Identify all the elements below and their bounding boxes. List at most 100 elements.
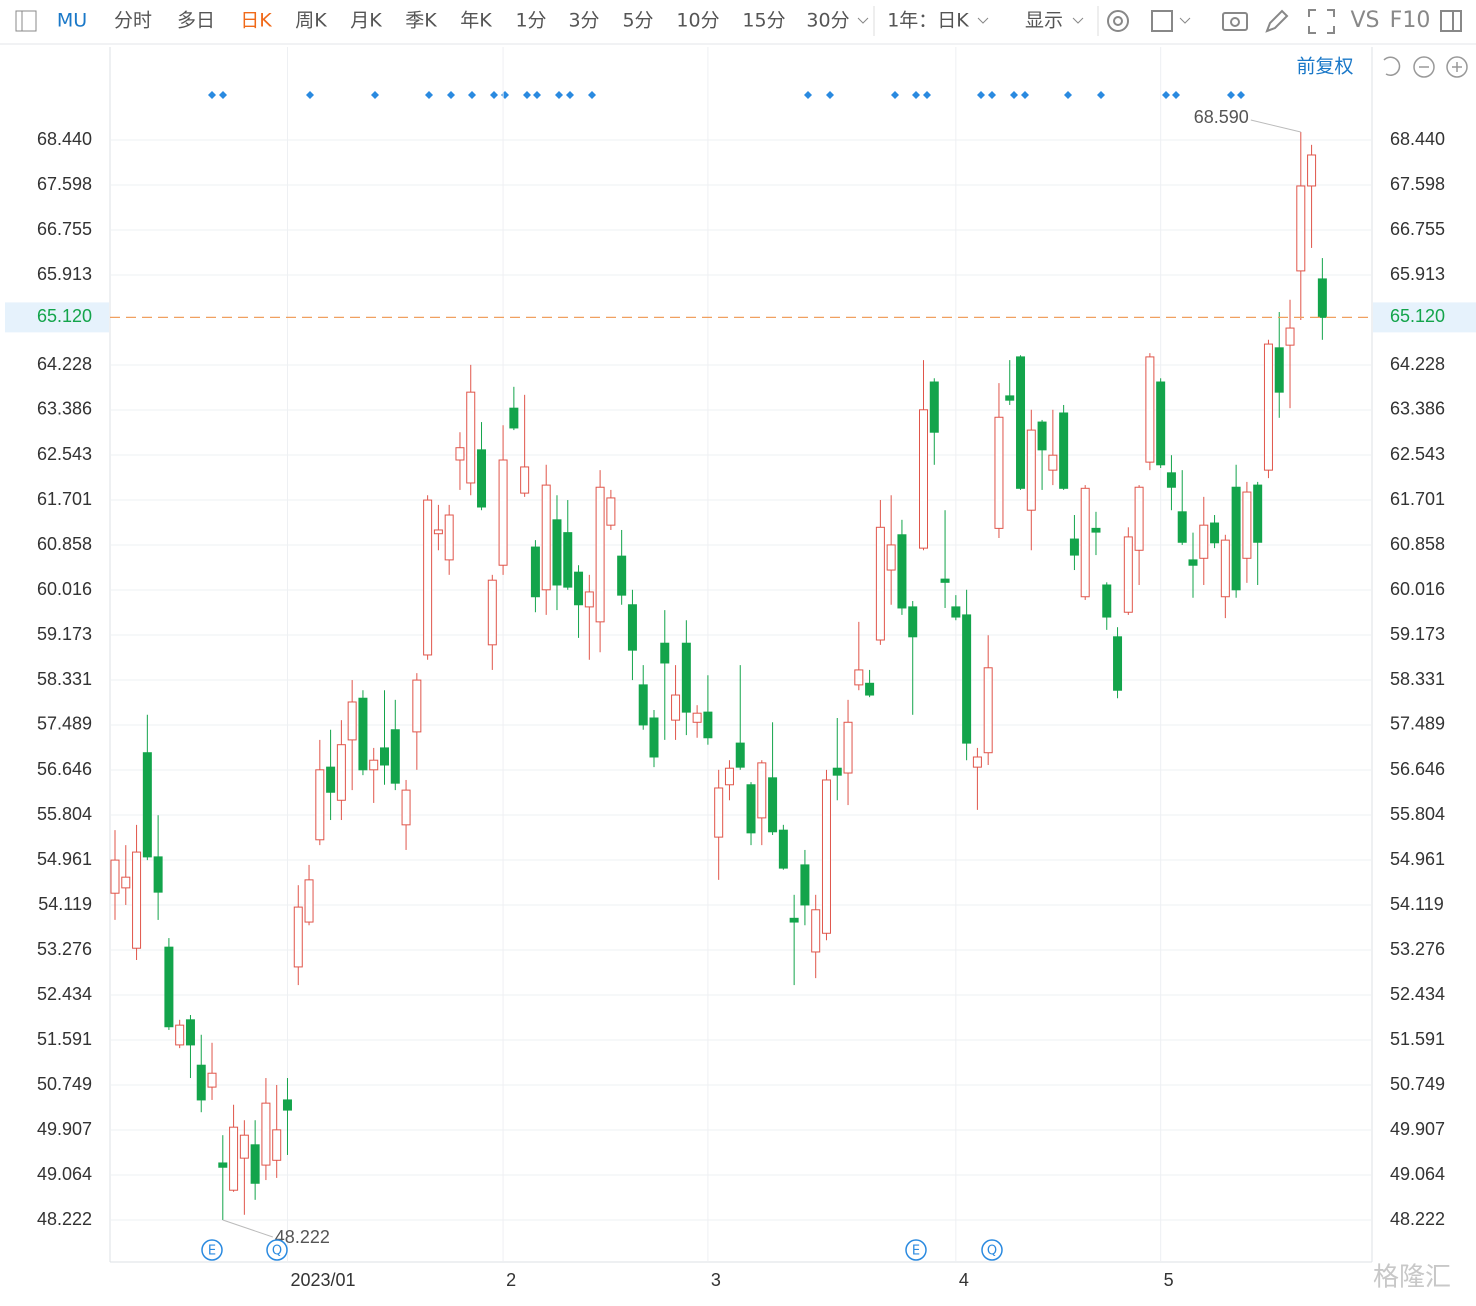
period-tab[interactable]: 5分 [622, 10, 653, 32]
f10-button[interactable]: F10 [1390, 8, 1431, 33]
min-leader [222, 1219, 273, 1238]
undo-icon[interactable] [1383, 56, 1401, 76]
candle-body [1177, 511, 1187, 543]
event-dot [468, 91, 476, 99]
candle-body [207, 1072, 217, 1088]
candle-body [789, 917, 799, 923]
period-tab[interactable]: 10分 [676, 10, 719, 32]
candle-body [132, 851, 142, 949]
candle-body [261, 1102, 271, 1166]
zoom-out-icon[interactable] [1413, 56, 1435, 78]
side-panel-icon[interactable] [1440, 10, 1462, 32]
y-tick-label-right: 58.331 [1390, 669, 1445, 689]
display-menu[interactable]: 显示 [1025, 10, 1063, 32]
adjustment[interactable]: 前复权 [1296, 56, 1353, 78]
event-dot [826, 91, 834, 99]
pen-icon[interactable] [1265, 9, 1289, 33]
candle-body [1307, 154, 1317, 187]
candle-body [121, 876, 131, 889]
event-dot [1227, 91, 1235, 99]
event-dot [1162, 91, 1170, 99]
candle-body [1113, 636, 1123, 691]
fullscreen-icon[interactable] [1308, 9, 1335, 34]
event-dot [490, 91, 498, 99]
period-tab[interactable]: 年K [460, 10, 492, 32]
candle-body [574, 571, 584, 606]
period-tab[interactable]: 分时 [114, 10, 152, 32]
event-dots [208, 91, 1245, 99]
y-tick-label: 61.701 [37, 489, 92, 509]
y-tick-label-right: 51.591 [1390, 1029, 1445, 1049]
candle-body [929, 381, 939, 433]
y-tick-label-right: 59.173 [1390, 624, 1445, 644]
zoom-in-plus [1452, 62, 1462, 72]
period-tab[interactable]: 3分 [568, 10, 599, 32]
y-tick-label-right: 52.434 [1390, 984, 1445, 1004]
vs-button[interactable]: VS [1350, 8, 1379, 33]
candle-body [1134, 486, 1144, 551]
y-tick-label: 59.173 [37, 624, 92, 644]
candle-body [423, 499, 433, 656]
x-tick-label: 2 [506, 1270, 516, 1290]
period-tab[interactable]: 季K [405, 10, 437, 32]
candle-body [811, 909, 821, 953]
last-price-label: 65.120 [37, 306, 92, 326]
event-dot [912, 91, 920, 99]
candle-body [1253, 484, 1263, 543]
camera-icon[interactable] [1222, 12, 1248, 31]
candle-body [433, 529, 443, 535]
candle-body [153, 856, 163, 893]
candle-body [897, 534, 907, 609]
x-tick-label: 4 [959, 1270, 969, 1290]
x-tick-label: 5 [1164, 1270, 1174, 1290]
zoom-in-icon[interactable] [1446, 56, 1468, 78]
max-label: 68.590 [1194, 107, 1249, 127]
camera-lens [1230, 17, 1240, 27]
event-dot [208, 91, 216, 99]
y-tick-label: 66.755 [37, 219, 92, 239]
event-dot [891, 91, 899, 99]
y-tick-label: 53.276 [37, 939, 92, 959]
y-tick-label-right: 54.961 [1390, 849, 1445, 869]
candle-body [563, 532, 573, 588]
candle-body [164, 946, 174, 1028]
period-tab[interactable]: 日K [240, 10, 272, 32]
candle-body [412, 679, 422, 733]
candle-body [1242, 491, 1252, 559]
candle-body [498, 459, 508, 566]
last-price-box [5, 302, 109, 333]
event-icon[interactable] [981, 1239, 1003, 1261]
period-tab[interactable]: 月K [350, 10, 382, 32]
candle-body [1156, 381, 1166, 466]
shape-icon[interactable] [1151, 10, 1173, 32]
candle-body [757, 762, 767, 819]
panel-toggle[interactable] [15, 10, 37, 32]
candle-body [552, 519, 562, 586]
candle-body [778, 829, 788, 869]
y-tick-label: 64.228 [37, 354, 92, 374]
range-select[interactable]: 1年：日K [887, 10, 969, 32]
candle-body [1210, 522, 1220, 544]
candle-body [617, 555, 627, 596]
candle-body [638, 684, 648, 726]
candle-body [1263, 343, 1273, 471]
event-dot [804, 91, 812, 99]
y-tick-label-right: 53.276 [1390, 939, 1445, 959]
period-tab[interactable]: 周K [295, 10, 327, 32]
period-tab[interactable]: 30分 [806, 10, 849, 32]
period-tab[interactable]: 1分 [515, 10, 546, 32]
candle-body [1220, 539, 1230, 598]
event-icon[interactable] [905, 1239, 927, 1261]
candle-body [218, 1162, 228, 1168]
symbol[interactable]: MU [57, 10, 87, 32]
watermark: 格隆汇 [1373, 1263, 1451, 1293]
event-icon[interactable] [201, 1239, 223, 1261]
chevron [857, 17, 869, 24]
period-tab[interactable]: 15分 [742, 10, 785, 32]
settings-icon[interactable] [1107, 10, 1129, 32]
event-dot [371, 91, 379, 99]
period-tab[interactable]: 多日 [177, 10, 215, 32]
event-dot [447, 91, 455, 99]
y-tick-label: 58.331 [37, 669, 92, 689]
event-icon[interactable] [266, 1239, 288, 1261]
